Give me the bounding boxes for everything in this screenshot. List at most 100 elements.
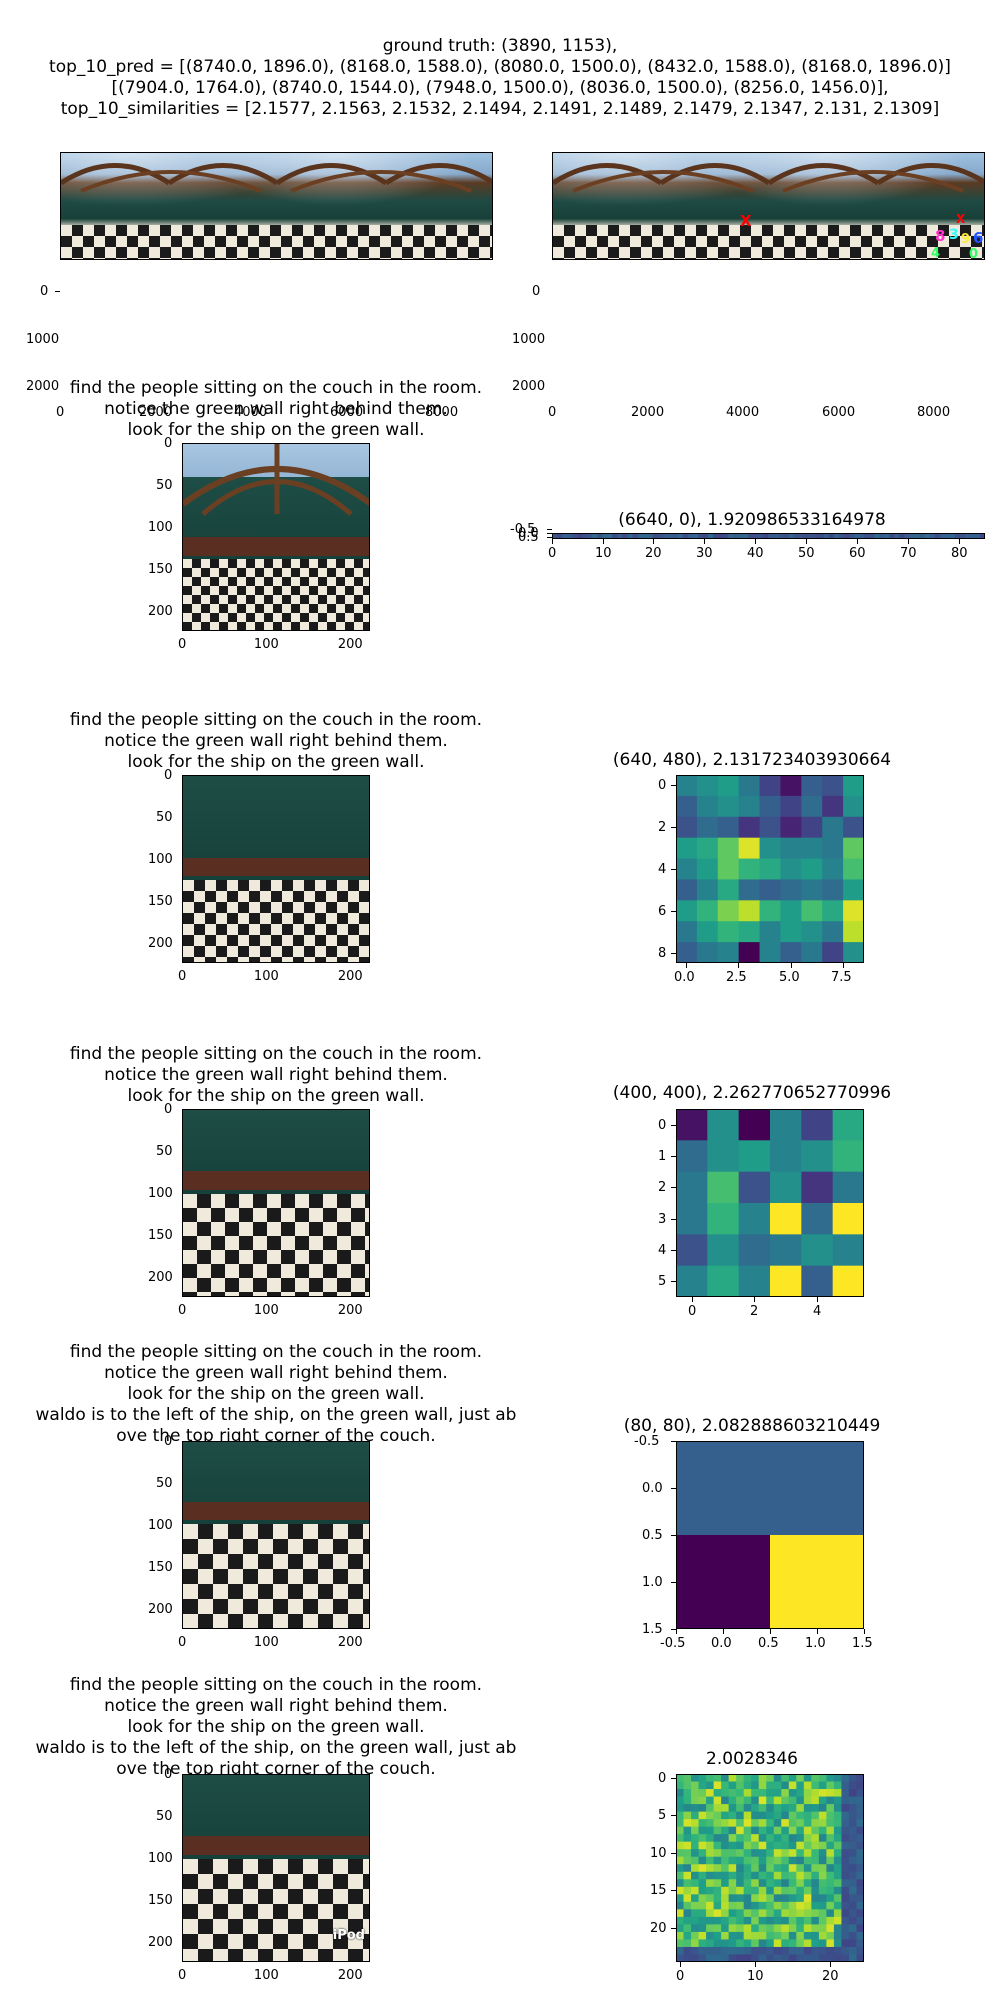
heatmap-cell [773, 1864, 782, 1873]
heatmap-cell [818, 1856, 827, 1865]
crop-prompt: find the people sitting on the couch in … [0, 1342, 552, 1447]
heatmap-cell [758, 1924, 767, 1933]
heatmap-cell [848, 1931, 857, 1940]
heatmap-cell [721, 1894, 730, 1903]
heatmap-cell [788, 1826, 797, 1835]
heatmap-cell [781, 1864, 790, 1873]
heatmap-ytick: 10 [650, 1846, 667, 1861]
heatmap-cell [683, 1954, 692, 1962]
pano-left-xtick: 8000 [425, 405, 459, 420]
heatmap-cell [826, 1901, 835, 1910]
heatmap-cell [738, 775, 761, 797]
heatmap-cell [676, 1140, 708, 1173]
heatmap-cell [676, 775, 698, 797]
panorama-right-image: X X 8 3 9 6 4 0 [552, 152, 985, 260]
heatmap-cell [843, 900, 864, 922]
heatmap-cell [889, 533, 895, 539]
heatmap-cell [841, 1796, 850, 1805]
heatmap-cell [813, 533, 820, 539]
heatmap-cell [758, 1871, 767, 1880]
heatmap-cell [751, 1916, 760, 1925]
heatmap-cell [698, 1939, 707, 1948]
heatmap-cell [811, 1811, 820, 1820]
heatmap-cell [788, 1931, 797, 1940]
crop-prompt-line: notice the green wall right behind them. [104, 1696, 448, 1716]
heatmap-cell [696, 900, 719, 922]
heatmap-cell [728, 1954, 737, 1962]
heatmap-cell [698, 1879, 707, 1888]
heatmap-cell [751, 1811, 760, 1820]
crop-ytick: 100 [148, 1517, 173, 1533]
heatmap-ytick-mark [671, 1890, 676, 1891]
heatmap-cell [683, 1774, 692, 1783]
heatmap-cell [691, 1841, 700, 1850]
heatmap-cell [766, 1796, 775, 1805]
heatmap-cell [818, 1781, 827, 1790]
heatmap-cell [781, 1804, 790, 1813]
heatmap-cell [766, 1894, 775, 1903]
crop-ytick: 50 [156, 809, 173, 825]
heatmap-cell [822, 858, 844, 880]
heatmap-cell [736, 1916, 745, 1925]
heatmap-xtick-mark [552, 539, 553, 544]
heatmap-cell [801, 1265, 834, 1297]
heatmap-xtick: 40 [747, 546, 764, 561]
heatmap-cell [856, 1954, 864, 1962]
heatmap-cell [766, 1909, 775, 1918]
heatmap-cell [721, 1841, 730, 1850]
heatmap-cell [758, 1856, 767, 1865]
heatmap-cell [676, 1931, 685, 1940]
ground-truth-marker: X [740, 212, 752, 230]
heatmap-cell [597, 533, 603, 539]
crop-image [182, 1109, 370, 1297]
heatmap-cell [758, 1781, 767, 1790]
heatmap-cell [706, 1946, 715, 1955]
heatmap-cell [743, 1819, 752, 1828]
heatmap-xtick-mark [857, 539, 858, 544]
heatmap-cell [632, 533, 639, 539]
heatmap-cell [698, 533, 704, 539]
crop-prompt-line: notice the green wall right behind them. [104, 399, 448, 419]
heatmap-xtick-mark [817, 1629, 818, 1634]
heatmap-cell [721, 1834, 730, 1843]
pred-marker: 3 [949, 227, 959, 243]
heatmap-cell [848, 1849, 857, 1858]
heatmap-cell [796, 1781, 805, 1790]
heatmap-cell [736, 1796, 745, 1805]
heatmap-cell [612, 533, 618, 539]
heatmap-cell [728, 1931, 737, 1940]
heatmap-xtick: 0 [688, 1304, 697, 1319]
heatmap-cell [683, 1879, 692, 1888]
heatmap-xtick-mark [908, 539, 909, 544]
crop-xtick: 100 [253, 969, 279, 984]
heatmap-cell [826, 1894, 835, 1903]
heatmap-cell [766, 1826, 775, 1835]
panorama-left-image [60, 152, 493, 260]
heatmap-cell [706, 1939, 715, 1948]
heatmap-cell [826, 1909, 835, 1918]
heatmap-cell [788, 1879, 797, 1888]
heatmap-cell [826, 1841, 835, 1850]
heatmap-cell [759, 921, 781, 943]
heatmap-cell [706, 1774, 715, 1783]
heatmap-cell [706, 1819, 715, 1828]
heatmap-cell [811, 1901, 820, 1910]
crop-xtick: 100 [253, 637, 279, 652]
heatmap-cell [676, 1916, 685, 1925]
heatmap-cell [833, 1774, 842, 1783]
heatmap-cell [696, 775, 719, 797]
heatmap-cell [738, 1265, 771, 1297]
heatmap-cell [841, 1901, 850, 1910]
heatmap-cell [841, 1819, 850, 1828]
heatmap-cell [622, 533, 629, 539]
heatmap-cell [803, 1849, 812, 1858]
heatmap-cell [841, 1789, 850, 1798]
heatmap-cell [698, 1954, 707, 1962]
crop-ytick: 0 [164, 768, 173, 783]
heatmap-xtick: 50 [798, 546, 815, 561]
ceiling-arches [553, 163, 984, 193]
heatmap-cell [796, 1894, 805, 1903]
header-line-similarities: top_10_similarities = [2.1577, 2.1563, 2… [60, 99, 940, 119]
crop-ytick: 0 [164, 1102, 173, 1117]
heatmap-cell [818, 1841, 827, 1850]
